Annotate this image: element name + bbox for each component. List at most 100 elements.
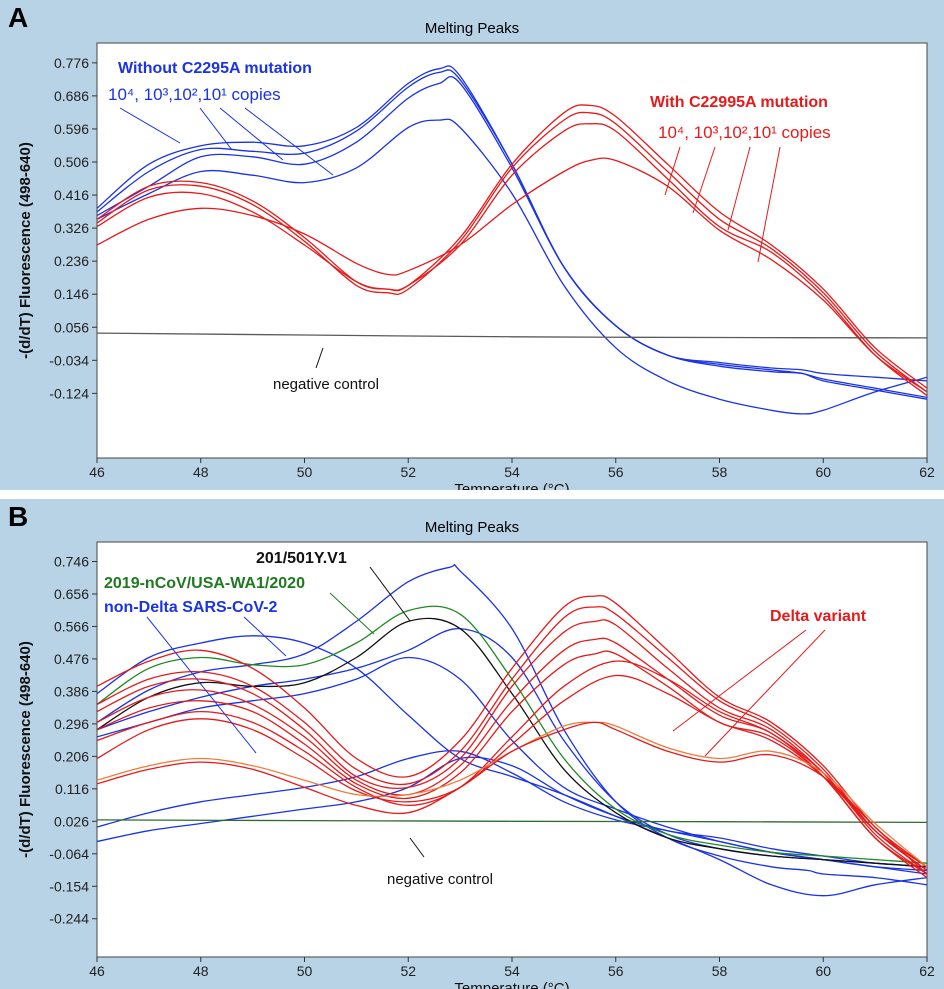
y-axis-label: -(d/dT) Fluorescence (498-640) (17, 142, 34, 359)
y-tick-label: 0.056 (54, 319, 89, 335)
y-tick-label: 0.596 (54, 121, 89, 137)
x-tick-label: 54 (504, 963, 520, 979)
x-tick-label: 50 (297, 464, 313, 480)
x-tick-label: 58 (712, 963, 728, 979)
series-line-red-17 (97, 721, 927, 875)
annotation-delta: Delta variant (770, 608, 867, 625)
annotation-201-501y: 201/501Y.V1 (256, 550, 347, 567)
panel-b-letter: B (8, 501, 29, 532)
x-tick-label: 56 (608, 464, 624, 480)
series-line-red-13 (97, 650, 927, 879)
x-axis-label: Temperature (°C) (454, 481, 569, 490)
series-line-with-6 (97, 123, 927, 397)
y-tick-label: 0.146 (54, 286, 89, 302)
leader-delta (704, 629, 826, 757)
y-tick-label: 0.416 (54, 187, 89, 203)
leader-with (692, 146, 716, 214)
panel-b: B Melting Peaks 0.746 0.656 0.566 0.476 0.38… (0, 499, 944, 989)
series-line-red-15 (97, 660, 927, 868)
leader-with (727, 146, 751, 231)
series-line-red-10 (97, 606, 927, 871)
y-tick-label: 0.656 (54, 586, 89, 602)
leader-with (664, 146, 681, 196)
y-tick-label: 0.776 (54, 55, 89, 71)
y-tick-label: 0.686 (54, 88, 89, 104)
y-tick-label: -0.244 (49, 911, 89, 927)
annotation-wa1: 2019-nCoV/USA-WA1/2020 (104, 575, 305, 592)
plot-area (96, 42, 928, 459)
series-line-blue-5 (97, 756, 927, 868)
y-tick-label: 0.296 (54, 716, 89, 732)
panel-a: A Melting Peaks 0.776 0.686 0.596 0.506 0.41… (0, 0, 944, 490)
y-tick-label: 0.326 (54, 220, 89, 236)
leader-without (219, 107, 284, 161)
series-line-with-5 (97, 111, 927, 393)
x-tick-label: 50 (297, 963, 313, 979)
leader-negative (409, 837, 425, 858)
panel-b-title: Melting Peaks (424, 519, 520, 536)
annotation-non-delta: non-Delta SARS-CoV-2 (104, 599, 277, 616)
x-tick-label: 48 (193, 464, 209, 480)
leader-non-delta (146, 616, 257, 754)
chart-a: 0.776 0.686 0.596 0.506 0.416 0.326 0.236 0.146… (17, 42, 935, 490)
y-tick-label: 0.236 (54, 253, 89, 269)
y-tick-label: -0.154 (49, 878, 89, 894)
y-tick-label: -0.124 (49, 385, 89, 401)
series-line-blue-1 (97, 635, 927, 897)
y-tick-label: 0.116 (55, 781, 89, 797)
leader-without (244, 107, 334, 176)
x-tick-label: 52 (400, 464, 416, 480)
x-tick-label: 62 (919, 963, 935, 979)
x-axis-label: Temperature (°C) (454, 980, 569, 989)
y-tick-label: -0.064 (49, 846, 89, 862)
annotation-with-title: With C22995A mutation (650, 94, 828, 111)
annotation-without-copies: 10⁴, 10³,10²,10¹ copies (108, 85, 281, 104)
annotation-negative-control: negative control (387, 871, 493, 888)
panel-a-letter: A (8, 2, 29, 33)
x-tick-label: 46 (89, 464, 105, 480)
panel-a-title: Melting Peaks (424, 20, 520, 37)
y-tick-label: 0.566 (54, 618, 89, 634)
y-tick-label: 0.476 (54, 651, 89, 667)
leader-without (119, 107, 181, 144)
series-line-red-11 (97, 619, 927, 875)
annotation-with-copies: 10⁴, 10³,10²,10¹ copies (658, 123, 831, 142)
series-line-red-14 (97, 674, 927, 871)
y-tick-label: 0.026 (54, 813, 89, 829)
x-tick-label: 58 (712, 464, 728, 480)
series-line-red-9 (97, 595, 927, 868)
y-tick-label: 0.206 (54, 748, 89, 764)
y-tick-label: 0.506 (54, 154, 89, 170)
leader-wa1 (329, 592, 375, 635)
series-line-without-3 (97, 118, 927, 415)
series-line-with-4 (97, 104, 927, 389)
x-tick-label: 56 (608, 963, 624, 979)
series-line-blue-4 (97, 750, 927, 875)
y-axis-label: -(d/dT) Fluorescence (498-640) (17, 641, 34, 858)
leader-non-delta (243, 616, 287, 657)
plot-area (96, 541, 928, 958)
series-line-with-7 (97, 157, 927, 393)
x-tick-label: 62 (919, 464, 935, 480)
series-line-negative-8 (97, 332, 927, 339)
x-tick-label: 60 (815, 464, 831, 480)
chart-b: 0.746 0.656 0.566 0.476 0.386 0.296 0.206 0.116… (17, 541, 935, 989)
leader-with (757, 146, 781, 263)
leader-delta (672, 629, 807, 732)
x-tick-label: 60 (815, 963, 831, 979)
leader-without (199, 107, 233, 151)
annotation-without-title: Without C2295A mutation (118, 60, 312, 77)
series-line-negative-8 (97, 819, 927, 824)
x-tick-label: 46 (89, 963, 105, 979)
x-tick-label: 52 (400, 963, 416, 979)
x-tick-label: 54 (504, 464, 520, 480)
y-tick-label: 0.386 (54, 683, 89, 699)
leader-negative (315, 347, 324, 369)
annotation-negative-control: negative control (273, 376, 379, 393)
y-tick-label: 0.746 (54, 553, 89, 569)
leader-201 (369, 566, 411, 622)
series-line-orange-16 (97, 721, 927, 868)
series-line-black-6 (97, 617, 927, 868)
x-tick-label: 48 (193, 963, 209, 979)
y-tick-label: -0.034 (49, 352, 89, 368)
